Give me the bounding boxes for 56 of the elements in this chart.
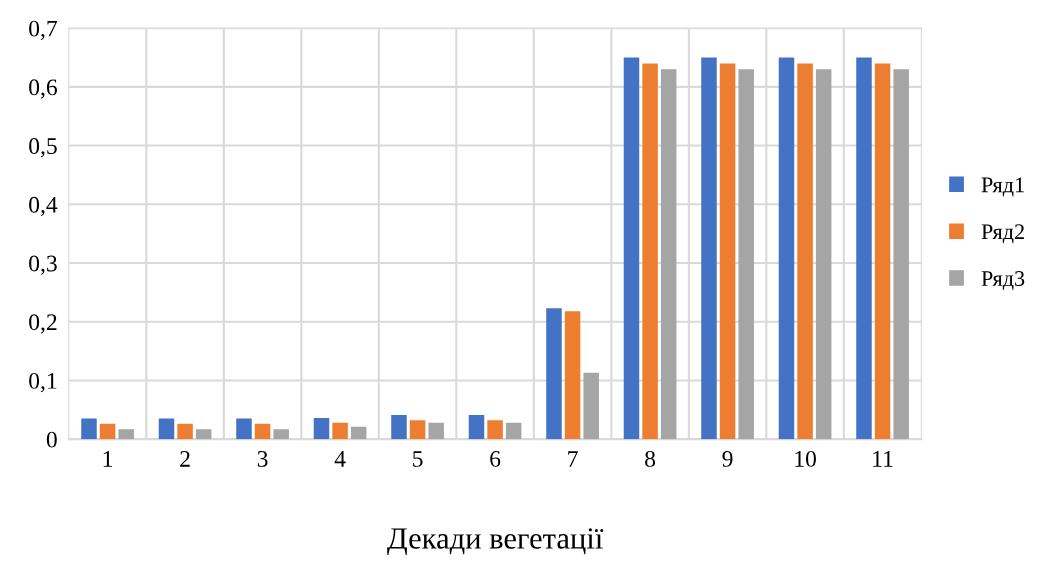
bar (391, 415, 407, 440)
x-tick-label: 7 (568, 451, 578, 467)
x-tick-label: 6 (490, 451, 501, 467)
x-tick-label: 3 (257, 451, 268, 467)
bar (856, 57, 872, 440)
y-tick-label: 0,5 (29, 138, 57, 158)
bar (409, 420, 426, 440)
bar (623, 57, 640, 440)
y-tick-label: 0,4 (29, 196, 58, 217)
x-tick-label: 2 (180, 451, 190, 467)
bar (236, 418, 252, 440)
bar (778, 57, 795, 440)
legend-label: Ряд3 (981, 271, 1025, 291)
y-tick-label: 0,3 (29, 255, 57, 275)
x-tick-label: 8 (645, 450, 656, 467)
bar (738, 69, 754, 440)
bar (195, 429, 212, 440)
bar (350, 426, 367, 440)
bar (468, 415, 485, 440)
x-axis-title: Декади вегетації (387, 528, 604, 555)
legend-label: Ряд2 (981, 224, 1024, 244)
bar (99, 423, 116, 440)
bar (81, 418, 97, 440)
bar (797, 63, 813, 440)
x-tick-label: 5 (413, 451, 423, 467)
bar (313, 418, 330, 440)
bar (701, 57, 717, 440)
x-tick-label: 1 (103, 451, 113, 467)
x-tick-label: 11 (873, 451, 893, 467)
bar (158, 418, 175, 440)
bar (642, 63, 658, 440)
bar (893, 69, 909, 440)
bar (874, 63, 891, 440)
bar (487, 420, 503, 440)
bar (815, 69, 832, 440)
y-tick-label: 0 (46, 431, 57, 448)
bar (177, 423, 193, 440)
bar (546, 308, 562, 440)
bar (332, 422, 348, 440)
legend-label: Ряд1 (981, 177, 1024, 197)
bar (564, 311, 581, 440)
y-tick-label: 0,7 (29, 20, 58, 40)
bar (428, 422, 444, 440)
bar (583, 372, 599, 440)
bar (254, 423, 271, 440)
bar (273, 429, 289, 440)
bar (118, 429, 134, 440)
bar (505, 422, 522, 440)
x-tick-label: 10 (795, 450, 816, 467)
y-tick-label: 0,1 (29, 372, 57, 393)
x-tick-label: 9 (722, 451, 733, 467)
bar (660, 69, 677, 440)
y-tick-label: 0,6 (29, 79, 58, 99)
y-tick-label: 0,2 (29, 314, 57, 334)
bar (719, 63, 736, 440)
x-tick-label: 4 (334, 451, 346, 467)
